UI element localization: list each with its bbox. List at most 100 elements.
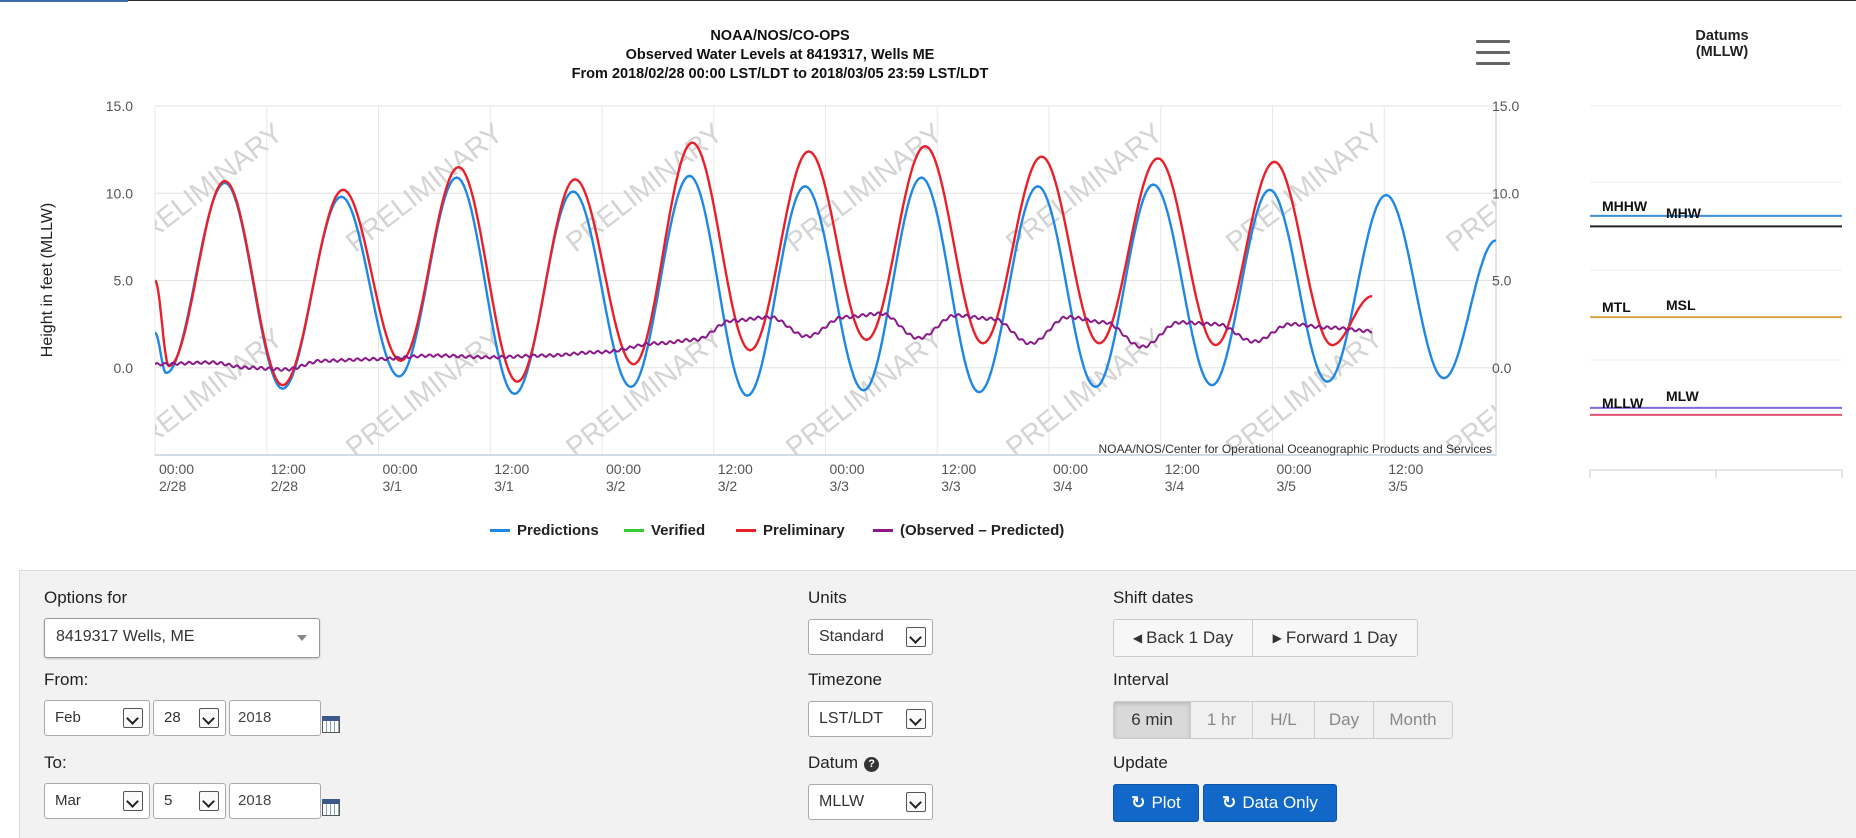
interval-hl-label: H/L: [1270, 710, 1297, 729]
x-tick-label-time: 12:00: [718, 461, 753, 477]
refresh-icon: ↻: [1131, 793, 1146, 812]
plot-label: Plot: [1151, 793, 1181, 812]
y-tick-label-left: 0.0: [114, 360, 134, 376]
water-level-chart: 15.0 15.010.0 10.05.0 5.00.0 0.000:002/2812:…: [39, 98, 1843, 494]
interval-month-button[interactable]: Month: [1373, 701, 1453, 739]
legend-item-preliminary[interactable]: Preliminary: [736, 522, 845, 539]
legend-item-verified[interactable]: Verified: [624, 522, 705, 539]
interval-6min-label: 6 min: [1131, 710, 1173, 729]
x-tick-label-date: 3/3: [941, 478, 961, 494]
series-line-observed-predicted: [155, 311, 1373, 372]
from-year-input[interactable]: 2018: [229, 700, 321, 736]
y-tick-label-left: 5.0: [114, 273, 134, 289]
chart-title-line2: Observed Water Levels at 8419317, Wells …: [625, 47, 935, 63]
data-only-button[interactable]: ↻ Data Only: [1203, 784, 1337, 822]
back-1-day-button[interactable]: ◀ Back 1 Day: [1113, 619, 1253, 657]
legend-item-predictions[interactable]: Predictions: [490, 522, 599, 539]
to-day-select[interactable]: 5: [153, 783, 226, 819]
chart-title-line3: From 2018/02/28 00:00 LST/LDT to 2018/03…: [571, 66, 989, 82]
datum-select[interactable]: MLLW: [808, 784, 933, 820]
legend-label-preliminary: Preliminary: [763, 522, 845, 539]
interval-month-label: Month: [1389, 710, 1437, 729]
chart-title-line1: NOAA/NOS/CO-OPS: [710, 28, 850, 44]
x-tick-label-time: 00:00: [383, 461, 418, 477]
to-month-select[interactable]: Mar: [44, 783, 150, 819]
help-icon[interactable]: ?: [864, 757, 880, 772]
chevron-down-icon: [199, 791, 219, 811]
interval-1hr-button[interactable]: 1 hr: [1190, 701, 1253, 739]
datums-title: Datums (MLLW): [1680, 28, 1764, 60]
data-only-label: Data Only: [1242, 793, 1318, 812]
legend-label-observed-predicted: (Observed – Predicted): [900, 522, 1065, 539]
interval-day-button[interactable]: Day: [1314, 701, 1374, 739]
datum-label-left: MTL: [1602, 299, 1631, 315]
datum-value: MLLW: [819, 793, 865, 810]
x-tick-label-date: 2/28: [271, 478, 298, 494]
step-forward-icon: ▶: [1272, 631, 1282, 645]
top-accent-bar: [0, 0, 128, 2]
chevron-down-icon: [906, 792, 926, 812]
to-year-value: 2018: [238, 792, 272, 809]
to-calendar-icon[interactable]: [322, 799, 340, 816]
timezone-select[interactable]: LST/LDT: [808, 701, 933, 737]
chevron-down-icon: [199, 708, 219, 728]
y-axis-title: Height in feet (MLLW): [39, 203, 56, 357]
x-tick-label-date: 3/1: [494, 478, 514, 494]
datum-label-right: MHW: [1666, 205, 1702, 221]
x-tick-label-time: 12:00: [271, 461, 306, 477]
legend-swatch-preliminary: [736, 529, 756, 532]
forward-1-day-button[interactable]: ▶ Forward 1 Day: [1252, 619, 1418, 657]
y-tick-label-right: 10.0: [1492, 185, 1519, 201]
x-tick-label-date: 3/3: [830, 478, 850, 494]
chart-menu-icon[interactable]: [1476, 40, 1510, 70]
datum-label-left: MHHW: [1602, 198, 1648, 214]
x-tick-label-date: 3/5: [1388, 478, 1408, 494]
back-1-day-label: Back 1 Day: [1146, 628, 1234, 647]
chevron-down-icon: [297, 635, 307, 641]
timezone-label: Timezone: [808, 670, 883, 689]
x-tick-label-time: 12:00: [941, 461, 976, 477]
interval-6min-button[interactable]: 6 min: [1113, 701, 1191, 739]
datum-label-right: MSL: [1666, 297, 1696, 313]
legend-item-observed-predicted[interactable]: (Observed – Predicted): [873, 522, 1064, 539]
y-tick-label-left: 15.0: [106, 98, 133, 114]
x-tick-label-date: 3/1: [383, 478, 403, 494]
chevron-down-icon: [123, 708, 143, 728]
y-tick-label-left: 10.0: [106, 185, 133, 201]
interval-1hr-label: 1 hr: [1206, 710, 1237, 729]
x-tick-label-date: 2/28: [159, 478, 186, 494]
x-tick-label-date: 3/2: [606, 478, 626, 494]
to-month-value: Mar: [55, 792, 81, 809]
datums-title-text: Datums (MLLW): [1695, 28, 1749, 60]
from-month-select[interactable]: Feb: [44, 700, 150, 736]
forward-1-day-label: Forward 1 Day: [1285, 628, 1398, 647]
x-tick-label-time: 00:00: [830, 461, 865, 477]
from-label: From:: [44, 670, 89, 689]
plot-button[interactable]: ↻ Plot: [1113, 784, 1199, 822]
step-back-icon: ◀: [1132, 631, 1143, 645]
to-year-input[interactable]: 2018: [229, 783, 321, 819]
datum-label: Datum?: [808, 753, 880, 773]
datum-label-right: MLW: [1666, 388, 1699, 404]
top-border: [0, 0, 1856, 1]
from-calendar-icon[interactable]: [322, 716, 340, 733]
x-tick-label-date: 3/4: [1165, 478, 1185, 494]
from-day-select[interactable]: 28: [153, 700, 226, 736]
station-select[interactable]: 8419317 Wells, ME: [44, 618, 320, 658]
chevron-down-icon: [906, 709, 926, 729]
from-year-value: 2018: [238, 709, 272, 726]
x-tick-label-date: 3/2: [718, 478, 738, 494]
x-tick-label-date: 3/4: [1053, 478, 1073, 494]
from-day-value: 28: [164, 709, 181, 726]
to-label: To:: [44, 753, 67, 772]
interval-label: Interval: [1113, 670, 1169, 689]
x-tick-label-time: 12:00: [1388, 461, 1423, 477]
units-select[interactable]: Standard: [808, 619, 933, 655]
update-label: Update: [1113, 753, 1168, 772]
from-month-value: Feb: [55, 709, 81, 726]
y-tick-label-right: 0.0: [1492, 360, 1512, 376]
x-tick-label-time: 12:00: [494, 461, 529, 477]
interval-hl-button[interactable]: H/L: [1252, 701, 1315, 739]
x-tick-label-time: 00:00: [606, 461, 641, 477]
legend-label-verified: Verified: [651, 522, 706, 539]
